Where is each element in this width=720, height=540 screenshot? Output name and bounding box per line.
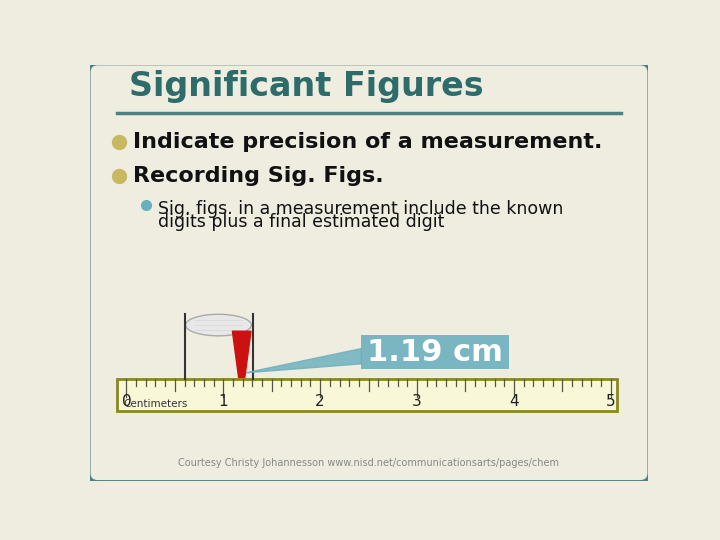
Text: 1.19 cm: 1.19 cm xyxy=(367,338,503,367)
Ellipse shape xyxy=(186,314,251,336)
Text: Centimeters: Centimeters xyxy=(123,399,188,409)
Text: Recording Sig. Figs.: Recording Sig. Figs. xyxy=(132,166,383,186)
Text: digits plus a final estimated digit: digits plus a final estimated digit xyxy=(158,213,444,231)
Text: 3: 3 xyxy=(412,394,422,409)
Text: 4: 4 xyxy=(509,394,518,409)
Text: 0: 0 xyxy=(122,394,131,409)
Text: Indicate precision of a measurement.: Indicate precision of a measurement. xyxy=(132,132,602,152)
FancyBboxPatch shape xyxy=(361,335,508,369)
Polygon shape xyxy=(246,349,361,373)
Text: 1: 1 xyxy=(218,394,228,409)
Polygon shape xyxy=(233,331,251,377)
Text: 2: 2 xyxy=(315,394,325,409)
Text: Significant Figures: Significant Figures xyxy=(129,70,483,103)
FancyBboxPatch shape xyxy=(117,379,617,411)
Text: Courtesy Christy Johannesson www.nisd.net/communicationsarts/pages/chem: Courtesy Christy Johannesson www.nisd.ne… xyxy=(179,458,559,468)
FancyBboxPatch shape xyxy=(89,63,649,482)
Text: 5: 5 xyxy=(606,394,616,409)
Text: Sig. figs. in a measurement include the known: Sig. figs. in a measurement include the … xyxy=(158,200,564,218)
